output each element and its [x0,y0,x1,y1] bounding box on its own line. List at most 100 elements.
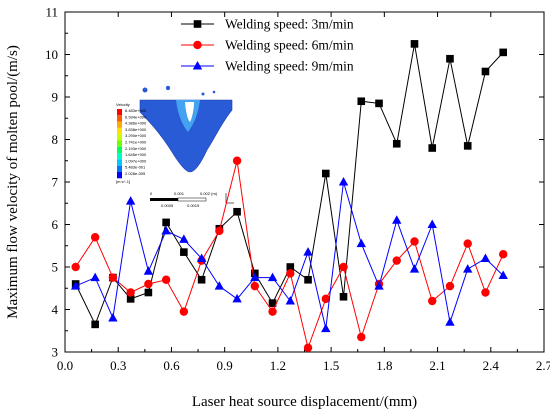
data-point [126,288,135,297]
inset-legend-swatch [117,140,122,147]
data-point [410,237,419,246]
series-3 [70,177,508,333]
legend: Welding speed: 3m/min Welding speed: 6m/m… [181,17,354,74]
data-point [304,275,312,284]
data-point [357,332,366,342]
data-point [125,196,136,205]
inset-legend-title: Velocity [116,102,130,107]
scale-bar-segment [150,198,178,201]
legend-item: Welding speed: 9m/min [181,59,354,74]
data-point [392,215,402,224]
data-point [321,294,330,304]
scale-bar-label: 0.0005 [161,203,174,208]
inset-legend-value: 1.097e+000 [125,158,147,163]
data-point [214,281,225,290]
data-point [446,54,454,63]
inset-legend-value: 2.741e+000 [125,140,147,145]
spatter-particle [212,90,216,94]
data-point [215,226,224,236]
x-tick-label: 2.7 [536,358,550,373]
y-tick-label: 3 [52,345,59,360]
spatter-particle [201,92,205,96]
data-point [480,253,491,262]
y-axis-label: Maximum flow velocity of molten pool/(m/… [5,45,21,319]
inset-legend-value: 2.193e+000 [125,146,147,151]
legend-label: Welding speed: 3m/min [225,17,354,32]
x-tick-label: 1.2 [270,358,286,373]
scale-bar-label: 0 [150,191,153,196]
data-point [232,156,242,165]
data-point [357,97,366,106]
inset-legend-value: 2.028e-005 [125,171,146,176]
data-point [144,279,153,289]
data-point [498,250,508,259]
data-point [374,281,384,290]
spatter-particle [142,87,148,93]
legend-item: Welding speed: 3m/min [181,17,354,32]
data-point [91,320,99,329]
data-point [285,296,296,305]
data-point [392,256,401,265]
y-tick-label: 9 [52,90,59,105]
inset-legend-swatch [117,146,122,154]
data-point [498,270,508,279]
data-point [108,273,118,282]
data-point [339,262,348,272]
inset-legend-swatch [117,127,122,135]
legend-item: Welding speed: 6m/min [181,38,354,53]
inset-legend-value: 4.386e+000 [125,121,147,126]
y-tick-label: 8 [52,132,59,147]
data-point [409,264,420,273]
data-point [427,219,437,228]
data-point [321,169,330,178]
simulation-inset: Velocity6.483e+0006.934e+0004.386e+0003.… [116,85,234,208]
x-tick-label: 0.3 [110,358,126,373]
inset-legend-value: 5.483e-001 [125,165,146,170]
scale-bar-label: 0.002 (m) [200,191,218,196]
data-point [392,139,401,148]
inset-legend-swatch [117,115,122,122]
data-point [179,307,189,316]
data-point [250,272,260,282]
legend-marker [193,40,202,50]
y-tick-label: 4 [52,302,59,317]
data-point [233,207,241,216]
data-point [445,317,455,326]
data-point [286,263,295,271]
data-point [339,292,348,301]
data-point [143,266,154,275]
x-tick-label: 0.6 [163,358,180,373]
data-point [232,293,242,303]
inset-legend-value: 3.838e+000 [125,127,147,132]
data-point [303,247,313,256]
data-point [481,288,490,297]
series-layer [70,40,508,352]
legend-marker [192,61,203,70]
data-point [481,67,490,76]
inset-legend-swatch [117,165,122,172]
legend-label: Welding speed: 6m/min [225,38,354,53]
data-point [144,288,153,297]
data-point [428,144,437,152]
data-point [162,218,170,227]
x-tick-label: 0.9 [217,358,233,373]
scale-bar-label: 0.001 [174,191,185,196]
y-tick-label: 7 [52,175,59,190]
data-point [338,177,349,186]
inset-legend-value: 6.934e+000 [125,114,147,119]
inset-legend-unit: [m s^-1] [116,179,130,184]
data-point [445,281,455,291]
inset-legend-swatch [117,172,122,179]
x-axis-label: Laser heat source displacement/(mm) [192,394,417,410]
data-point [410,40,419,48]
data-point [161,225,171,235]
inset-legend-swatch [117,153,122,160]
y-tick-label: 11 [45,5,58,20]
data-point [499,48,507,57]
data-point [463,142,472,150]
scale-bar-segment [177,197,207,202]
y-tick-label: 10 [45,47,58,62]
data-point [463,239,472,248]
data-point [90,233,100,242]
